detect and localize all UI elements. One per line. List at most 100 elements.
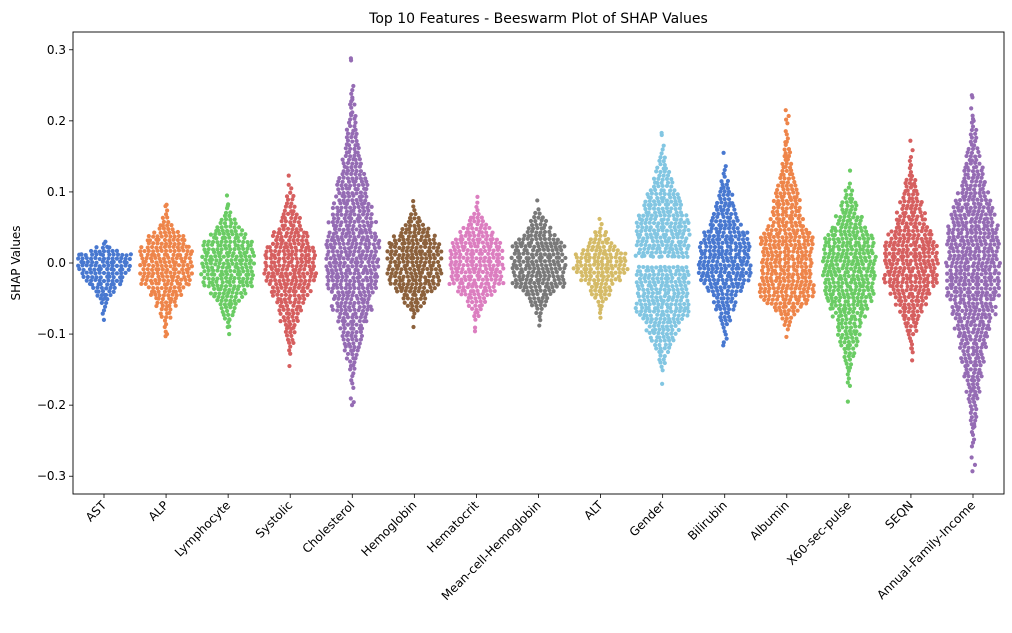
swarm-point-9 [586, 244, 591, 249]
swarm-point-12 [800, 224, 806, 229]
swarm-point-5 [339, 271, 344, 276]
swarm-point-3 [223, 305, 229, 310]
swarm-point-6 [416, 215, 421, 221]
swarm-point-2 [177, 288, 183, 293]
swarm-point-3 [208, 261, 214, 266]
swarm-point-10 [656, 184, 661, 189]
swarm-point-15 [964, 249, 969, 254]
swarm-point-8 [521, 273, 526, 279]
swarm-point-4 [290, 314, 295, 319]
swarm-point-5 [343, 344, 348, 349]
swarm-point-11 [711, 240, 717, 245]
swarm-point-5 [362, 304, 367, 309]
swarm-point-7 [463, 233, 468, 238]
swarm-point-10 [649, 213, 654, 218]
swarm-point-14 [905, 188, 910, 193]
swarm-point-15 [961, 297, 966, 302]
swarm-point-1 [90, 252, 95, 257]
swarm-point-15 [969, 179, 975, 184]
swarm-point-7 [491, 284, 496, 290]
swarm-point-11 [731, 219, 736, 224]
swarm-point-13 [823, 288, 828, 293]
swarm-point-1 [119, 278, 124, 284]
swarm-point-13 [871, 291, 876, 296]
swarm-point-15 [960, 338, 965, 343]
swarm-point-5 [340, 186, 345, 191]
swarm-point-14 [898, 309, 903, 314]
swarm-point-5 [332, 227, 338, 232]
swarm-point-4 [284, 282, 290, 287]
swarm-point-6 [410, 245, 415, 250]
swarm-point-14 [895, 288, 901, 293]
swarm-point-10 [659, 364, 664, 369]
swarm-point-11 [719, 311, 724, 316]
swarm-point-5 [335, 182, 340, 187]
swarm-point-13 [830, 276, 835, 281]
swarm-point-15 [980, 171, 985, 177]
swarm-point-14 [895, 243, 901, 248]
swarm-point-9 [615, 248, 620, 253]
swarm-point-5 [351, 252, 356, 257]
swarm-point-6 [420, 267, 426, 272]
swarm-point-7 [484, 288, 489, 293]
swarm-point-15 [983, 315, 989, 320]
swarm-point-3 [205, 242, 210, 248]
swarm-point-12 [800, 216, 806, 222]
swarm-point-12 [788, 234, 794, 240]
swarm-point-5 [353, 311, 358, 316]
swarm-point-15 [967, 393, 972, 398]
swarm-point-13 [842, 259, 847, 264]
swarm-point-15 [970, 330, 976, 335]
swarm-point-15 [951, 234, 956, 239]
chart-title: Top 10 Features - Beeswarm Plot of SHAP … [368, 11, 708, 27]
swarm-point-4 [276, 289, 281, 294]
swarm-point-11 [744, 270, 749, 275]
swarm-point-12 [790, 275, 795, 280]
swarm-point-13 [833, 273, 839, 278]
swarm-point-5 [353, 164, 358, 169]
swarm-point-15 [962, 271, 967, 277]
swarm-point-13 [835, 280, 841, 285]
swarm-point-12 [780, 286, 785, 291]
swarm-point-3 [240, 279, 245, 285]
swarm-point-13 [872, 273, 877, 278]
swarm-point-1 [105, 282, 110, 287]
swarm-point-5 [354, 322, 359, 327]
swarm-point-2 [174, 255, 179, 261]
swarm-point-15 [963, 334, 968, 339]
swarm-point-15 [972, 378, 977, 383]
swarm-point-4 [290, 227, 295, 232]
swarm-point-6 [411, 308, 416, 313]
swarm-point-15 [950, 282, 955, 287]
swarm-point-11 [729, 211, 734, 217]
swarm-point-2 [155, 263, 160, 268]
swarm-point-12 [757, 289, 763, 295]
swarm-point-14 [914, 225, 919, 230]
swarm-point-9 [606, 274, 611, 279]
swarm-point-1 [127, 263, 132, 269]
swarm-point-12 [776, 294, 781, 299]
swarm-point-3 [212, 272, 217, 277]
swarm-point-13 [857, 332, 862, 337]
swarm-point-10 [678, 283, 684, 288]
swarm-point-13 [851, 229, 856, 235]
swarm-point-15 [976, 275, 981, 281]
swarm-point-12 [783, 289, 788, 295]
swarm-point-2 [167, 244, 172, 249]
swarm-point-5 [346, 179, 352, 184]
swarm-point-8 [517, 274, 522, 279]
swarm-point-10 [658, 235, 663, 240]
swarm-point-1 [107, 245, 112, 250]
swarm-point-5 [329, 304, 334, 309]
swarm-point-15 [982, 194, 987, 199]
swarm-point-10 [650, 239, 656, 244]
swarm-point-2 [173, 267, 178, 272]
swarm-point-11 [703, 241, 708, 246]
swarm-point-12 [793, 234, 798, 239]
swarm-point-15 [961, 187, 966, 192]
swarm-point-5 [356, 183, 361, 188]
swarm-point-10 [667, 213, 672, 218]
swarm-point-2 [172, 285, 177, 290]
swarm-point-4 [282, 208, 287, 213]
swarm-point-10 [651, 330, 657, 336]
